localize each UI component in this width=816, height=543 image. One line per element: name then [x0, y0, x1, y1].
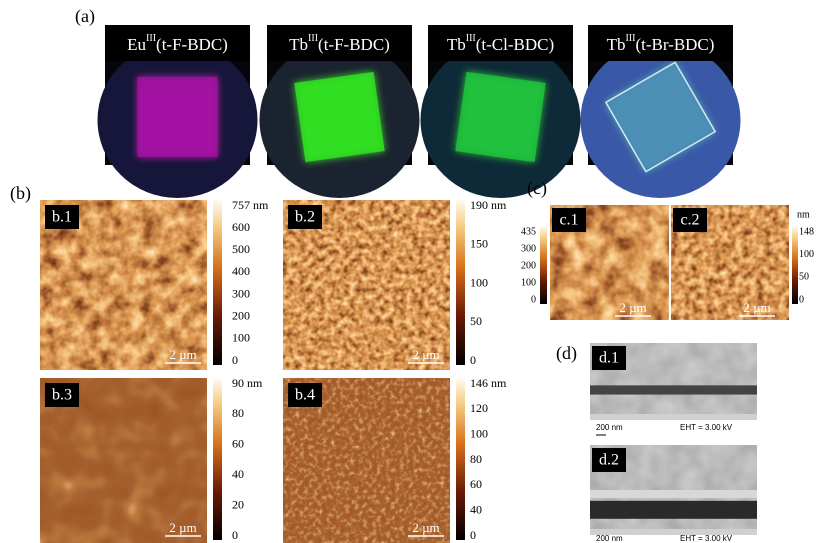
- film: [294, 72, 384, 162]
- photo-caption: TbIII(t-Cl-BDC): [447, 33, 554, 54]
- colorbar-tick-label: 300: [521, 243, 536, 254]
- photo-caption: EuIII(t-F-BDC): [127, 33, 228, 54]
- panel-tag-text: b.1: [52, 209, 72, 226]
- colorbar-tick-label: 200: [521, 260, 536, 271]
- colorbar-tick-label: 0: [799, 294, 804, 305]
- colorbar-tick-label: 100: [799, 249, 814, 260]
- scale-bar-label: 2 µm: [169, 520, 196, 535]
- element: Tb: [607, 35, 626, 54]
- colorbar-tick-label: 0: [531, 294, 536, 305]
- ligand: (t-F-BDC): [318, 35, 390, 54]
- colorbar-unit: nm: [797, 209, 810, 220]
- panel-tag-text: d.1: [599, 350, 619, 367]
- oxidation-state: III: [625, 33, 635, 44]
- colorbar-tick-label: 40: [232, 467, 244, 481]
- colorbar-tick-label: 0: [232, 353, 238, 367]
- scale-bar-label: 2 µm: [619, 300, 646, 315]
- panel-label: (d): [556, 343, 577, 364]
- eht-label: EHT = 3.00 kV: [680, 534, 733, 543]
- colorbar-tick-label: 0: [470, 528, 476, 542]
- colorbar-tick-label: 100: [470, 275, 488, 289]
- colorbar-tick-label: 757 nm: [232, 198, 269, 212]
- element: Eu: [127, 35, 146, 54]
- panel-tag-text: b.3: [52, 387, 72, 404]
- colorbar-tick-label: 150: [470, 237, 488, 251]
- colorbar-tick-label: 200: [232, 308, 250, 322]
- film-layer: [590, 490, 757, 498]
- panel-label: (b): [10, 183, 31, 204]
- eht-label: EHT = 3.00 kV: [680, 423, 733, 432]
- ligand: (t-F-BDC): [156, 35, 228, 54]
- scale-bar-label: 2 µm: [169, 347, 196, 362]
- scale-bar-label: 200 nm: [596, 534, 623, 543]
- colorbar-tick-label: 190 nm: [470, 198, 507, 212]
- colorbar-tick-label: 0: [470, 353, 476, 367]
- sem-footer: [590, 414, 757, 420]
- colorbar-tick-label: 600: [232, 220, 250, 234]
- colorbar-tick-label: 80: [470, 452, 482, 466]
- panel-tag-text: c.1: [559, 212, 578, 229]
- colorbar-tick-label: 90 nm: [232, 376, 263, 390]
- sample-photo: TbIII(t-F-BDC): [260, 25, 420, 198]
- ligand: (t-Br-BDC): [635, 35, 714, 54]
- colorbar-tick-label: 60: [470, 477, 482, 491]
- colorbar-tick-label: 50: [470, 314, 482, 328]
- colorbar-tick-label: 435: [521, 226, 536, 237]
- colorbar: [213, 378, 222, 540]
- photo-caption: TbIII(t-Br-BDC): [607, 33, 715, 54]
- panel-tag-text: b.4: [295, 387, 315, 404]
- panel-tag-text: d.2: [599, 452, 619, 469]
- scale-bar-label: 2 µm: [412, 347, 439, 362]
- film: [455, 72, 545, 162]
- colorbar-tick-label: 40: [470, 502, 482, 516]
- panel-label: (c): [527, 178, 547, 199]
- panel-label: (a): [75, 6, 95, 27]
- oxidation-state: III: [466, 33, 476, 44]
- colorbar-tick-label: 100: [470, 426, 488, 440]
- colorbar-tick-label: 20: [232, 497, 244, 511]
- photo-caption: TbIII(t-F-BDC): [289, 33, 390, 54]
- colorbar-tick-label: 100: [232, 331, 250, 345]
- colorbar-tick-label: 148: [799, 226, 814, 237]
- panel-tag-text: c.2: [680, 212, 699, 229]
- colorbar-tick-label: 80: [232, 406, 244, 420]
- colorbar-tick-label: 0: [232, 528, 238, 542]
- panel-tag-text: b.2: [295, 209, 315, 226]
- colorbar-tick-label: 60: [232, 437, 244, 451]
- sample-photo: TbIII(t-Cl-BDC): [421, 25, 581, 198]
- film: [138, 77, 218, 157]
- substrate: [590, 501, 757, 519]
- colorbar-tick-label: 400: [232, 264, 250, 278]
- oxidation-state: III: [146, 33, 156, 44]
- oxidation-state: III: [308, 33, 318, 44]
- colorbar-tick-label: 500: [232, 242, 250, 256]
- colorbar-tick-label: 120: [470, 401, 488, 415]
- colorbar: [540, 226, 547, 304]
- colorbar-tick-label: 100: [521, 277, 536, 288]
- colorbar: [456, 200, 465, 365]
- sample-photo: EuIII(t-F-BDC): [98, 25, 258, 198]
- sample-photo: TbIII(t-Br-BDC): [581, 25, 741, 198]
- colorbar: [792, 226, 798, 304]
- colorbar-tick-label: 300: [232, 286, 250, 300]
- ligand: (t-Cl-BDC): [476, 35, 554, 54]
- scale-bar-label: 200 nm: [596, 423, 623, 432]
- colorbar: [456, 378, 465, 540]
- scale-bar-label: 2 µm: [743, 300, 770, 315]
- colorbar-tick-label: 50: [799, 272, 809, 283]
- scale-bar-label: 2 µm: [412, 520, 439, 535]
- figure: (a)EuIII(t-F-BDC)TbIII(t-F-BDC)TbIII(t-C…: [0, 0, 816, 543]
- element: Tb: [447, 35, 466, 54]
- colorbar: [213, 200, 222, 365]
- substrate: [590, 385, 757, 394]
- colorbar-tick-label: 146 nm: [470, 376, 507, 390]
- element: Tb: [289, 35, 308, 54]
